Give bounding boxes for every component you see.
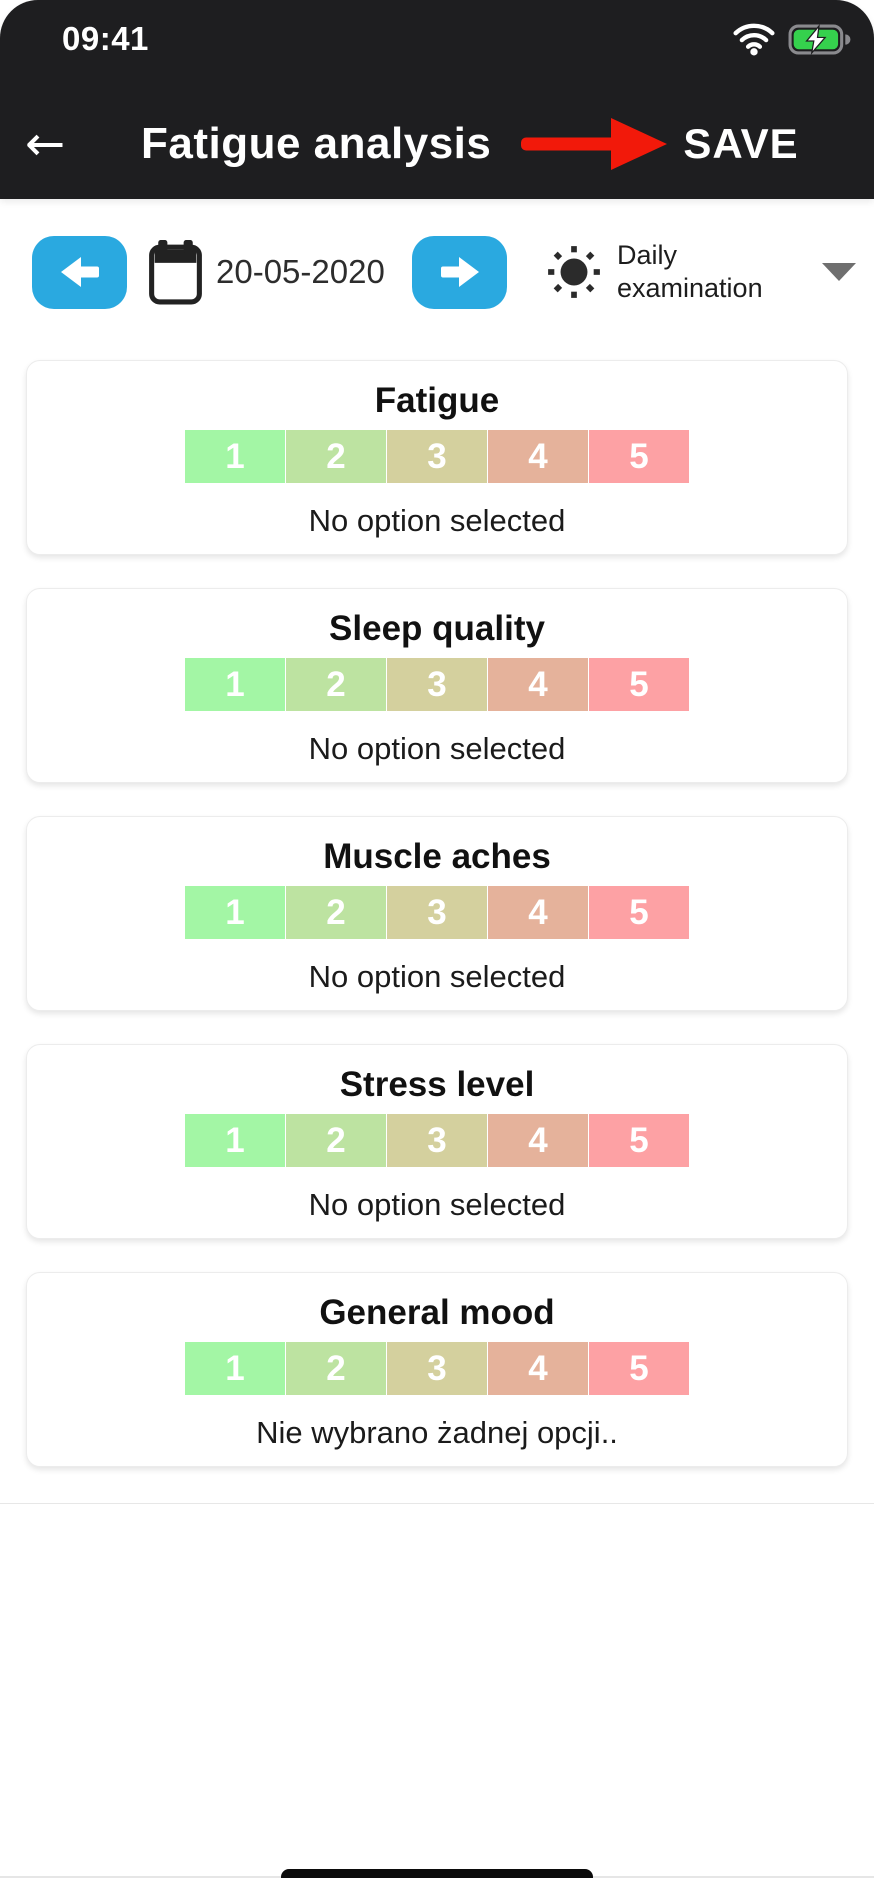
rating-option-3[interactable]: 3	[387, 430, 487, 483]
rating-option-3[interactable]: 3	[387, 1342, 487, 1395]
header-nav-row: ← Fatigue analysis SAVE	[0, 108, 874, 180]
chevron-down-icon[interactable]	[822, 263, 856, 281]
rating-option-1[interactable]: 1	[185, 430, 285, 483]
previous-day-button[interactable]	[32, 235, 127, 309]
question-title: Sleep quality	[329, 609, 545, 648]
rating-option-2[interactable]: 2	[286, 658, 386, 711]
rating-option-4[interactable]: 4	[488, 1342, 588, 1395]
save-button[interactable]: SAVE	[683, 120, 799, 167]
rating-option-3[interactable]: 3	[387, 886, 487, 939]
rating-option-3[interactable]: 3	[387, 658, 487, 711]
arrow-left-icon	[59, 254, 101, 290]
status-time: 09:41	[62, 20, 149, 57]
rating-option-1[interactable]: 1	[185, 658, 285, 711]
rating-option-5[interactable]: 5	[589, 886, 689, 939]
rating-option-2[interactable]: 2	[286, 430, 386, 483]
question-card: Fatigue 1 2 3 4 5 No option selected	[26, 360, 848, 555]
status-bar: 09:41	[0, 0, 874, 58]
question-title: Muscle aches	[323, 837, 551, 876]
back-button[interactable]: ←	[25, 120, 75, 168]
rating-option-4[interactable]: 4	[488, 1114, 588, 1167]
question-card: Sleep quality 1 2 3 4 5 No option selected	[26, 588, 848, 783]
question-card: Muscle aches 1 2 3 4 5 No option selected	[26, 816, 848, 1011]
rating-option-4[interactable]: 4	[488, 886, 588, 939]
rating-option-4[interactable]: 4	[488, 430, 588, 483]
date-bar: 20-05-2020	[0, 235, 874, 309]
sun-icon	[545, 243, 603, 301]
calendar-icon	[149, 239, 202, 305]
next-day-button[interactable]	[412, 235, 507, 309]
question-title: Stress level	[339, 1065, 535, 1104]
status-icons	[732, 22, 852, 56]
selection-status: No option selected	[308, 959, 566, 994]
app-header: 09:41	[0, 0, 874, 199]
question-title: Fatigue	[374, 381, 500, 420]
rating-option-2[interactable]: 2	[286, 1114, 386, 1167]
wifi-icon	[732, 22, 776, 56]
question-title: General mood	[319, 1293, 555, 1332]
question-cards-list: Fatigue 1 2 3 4 5 No option selected Sleep qual…	[0, 360, 874, 1467]
date-value[interactable]: 20-05-2020	[216, 253, 385, 290]
selection-status: Nie wybrano żadnej opcji..	[256, 1415, 618, 1450]
selection-status: No option selected	[308, 1187, 566, 1222]
rating-option-3[interactable]: 3	[387, 1114, 487, 1167]
selection-status: No option selected	[308, 731, 566, 766]
examination-type-line2: examination	[617, 273, 763, 303]
rating-option-5[interactable]: 5	[589, 1114, 689, 1167]
arrow-right-icon	[439, 254, 481, 290]
annotation-red-arrow-icon	[519, 116, 669, 172]
examination-type-select[interactable]: Daily examination	[545, 239, 874, 305]
examination-type-label: Daily examination	[617, 239, 763, 305]
page-title: Fatigue analysis	[141, 119, 492, 168]
rating-option-1[interactable]: 1	[185, 886, 285, 939]
rating-option-5[interactable]: 5	[589, 658, 689, 711]
rating-option-5[interactable]: 5	[589, 430, 689, 483]
content-divider	[0, 1503, 874, 1504]
rating-option-2[interactable]: 2	[286, 886, 386, 939]
rating-option-5[interactable]: 5	[589, 1342, 689, 1395]
rating-option-1[interactable]: 1	[185, 1342, 285, 1395]
examination-type-line1: Daily	[617, 240, 678, 270]
rating-option-1[interactable]: 1	[185, 1114, 285, 1167]
rating-option-2[interactable]: 2	[286, 1342, 386, 1395]
battery-charging-icon	[788, 23, 852, 55]
question-card: Stress level 1 2 3 4 5 No option selected	[26, 1044, 848, 1239]
home-indicator[interactable]	[281, 1869, 593, 1878]
selection-status: No option selected	[308, 503, 566, 538]
rating-option-4[interactable]: 4	[488, 658, 588, 711]
question-card: General mood 1 2 3 4 5 Nie wybrano żadnej opcj…	[26, 1272, 848, 1467]
back-arrow-icon: ←	[25, 116, 66, 172]
